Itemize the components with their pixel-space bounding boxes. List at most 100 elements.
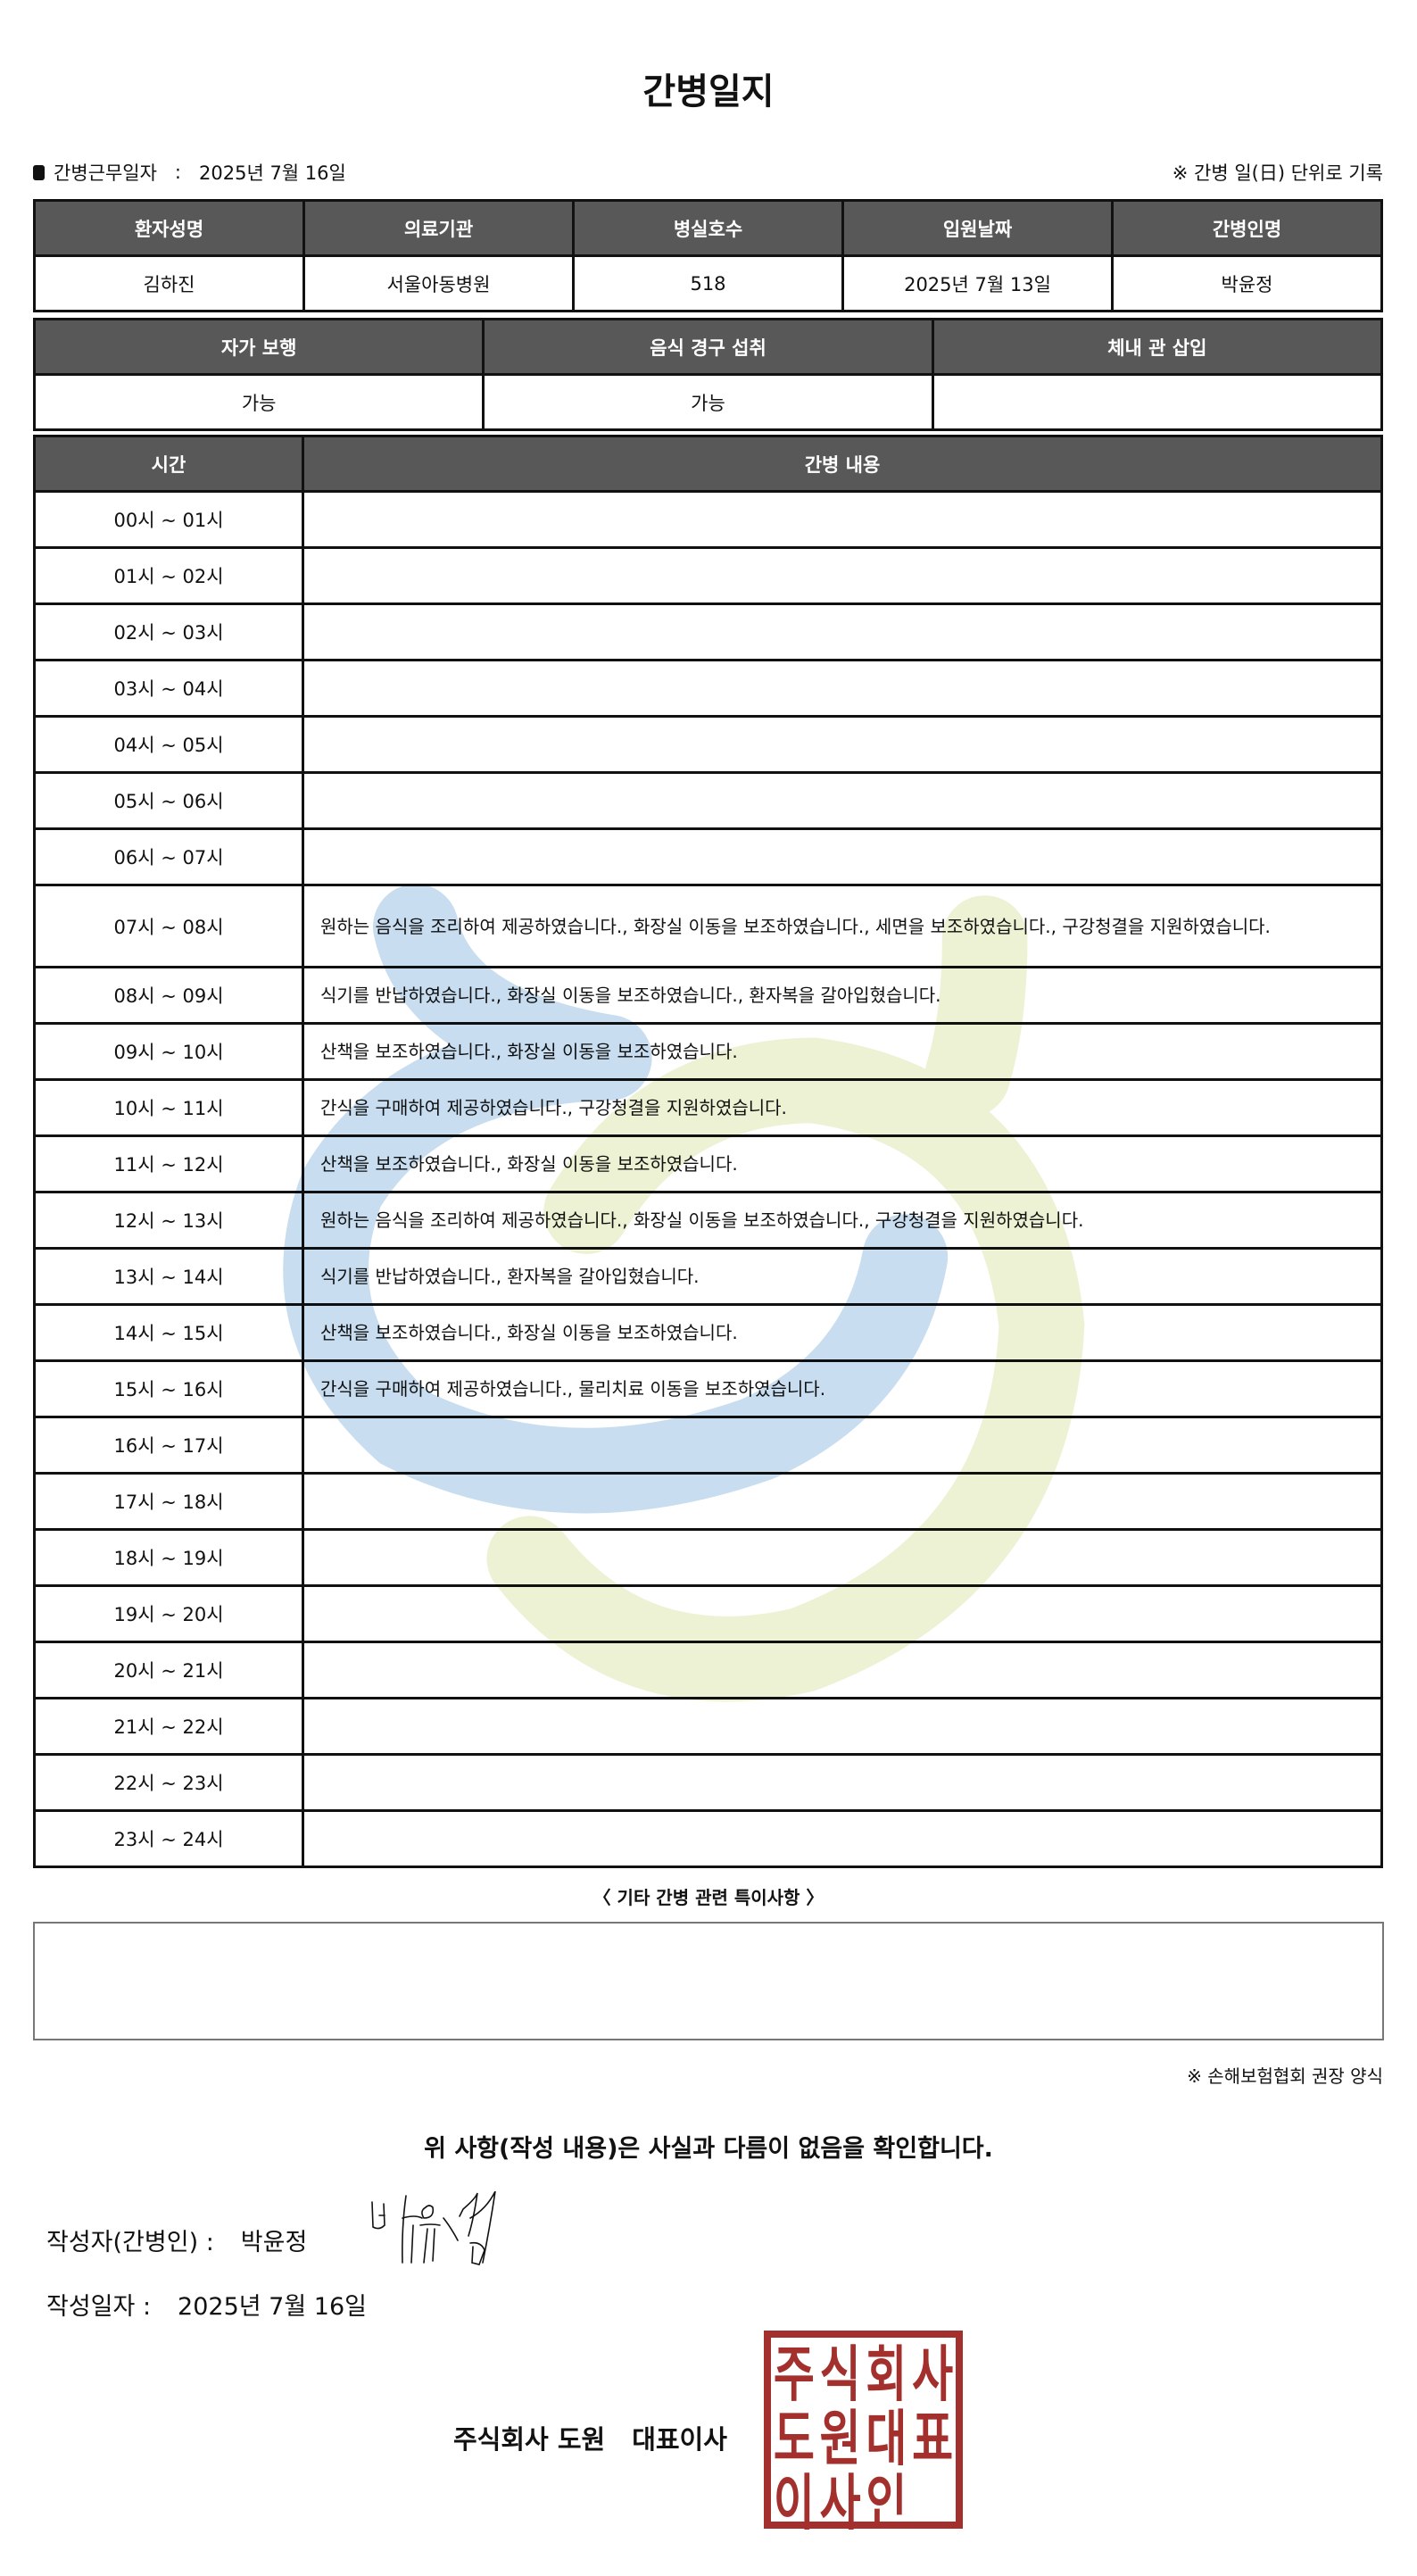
table-row: 가능 가능 <box>32 373 1384 431</box>
care-content <box>302 1416 1383 1475</box>
table-row: 12시 ~ 13시 원하는 음식을 조리하여 제공하였습니다., 화장실 이동을 … <box>33 1191 1383 1250</box>
care-content <box>302 546 1383 605</box>
room-number: 518 <box>572 254 844 312</box>
time-slot: 22시 ~ 23시 <box>33 1753 304 1812</box>
table-row: 19시 ~ 20시 <box>33 1584 1383 1643</box>
record-unit-note: ※ 간병 일(日) 단위로 기록 <box>1172 162 1383 184</box>
table-row: 08시 ~ 09시 식기를 반납하였습니다., 화장실 이동을 보조하였습니다.,… <box>33 966 1383 1025</box>
table-row: 10시 ~ 11시 간식을 구매하여 제공하였습니다., 구강청결을 지원하였습니… <box>33 1078 1383 1137</box>
header-self-walking: 자가 보행 <box>32 318 485 376</box>
time-slot: 03시 ~ 04시 <box>33 659 304 718</box>
care-content <box>302 1697 1383 1756</box>
stamp-character: 식 <box>819 2339 861 2410</box>
care-content <box>302 1753 1383 1812</box>
time-slot: 10시 ~ 11시 <box>33 1078 304 1137</box>
time-slot: 07시 ~ 08시 <box>33 884 304 968</box>
written-date-value: 2025년 7월 16일 <box>178 2293 367 2321</box>
written-date-label: 작성일자 : <box>46 2293 152 2321</box>
care-content: 간식을 구매하여 제공하였습니다., 구강청결을 지원하였습니다. <box>302 1078 1383 1137</box>
care-content <box>302 715 1383 774</box>
work-date-value: 2025년 7월 16일 <box>199 162 346 184</box>
care-content <box>302 602 1383 661</box>
stamp-character: 사 <box>912 2339 954 2410</box>
care-content: 산책을 보조하였습니다., 화장실 이동을 보조하였습니다. <box>302 1303 1383 1362</box>
time-slot: 09시 ~ 10시 <box>33 1022 304 1081</box>
table-row: 03시 ~ 04시 <box>33 659 1383 718</box>
table-row: 17시 ~ 18시 <box>33 1472 1383 1531</box>
stamp-character: 주 <box>773 2339 815 2410</box>
care-content <box>302 659 1383 718</box>
time-slot: 15시 ~ 16시 <box>33 1359 304 1418</box>
stamp-character: 사 <box>819 2468 861 2539</box>
table-row: 20시 ~ 21시 <box>33 1641 1383 1699</box>
patient-name: 김하진 <box>33 254 305 312</box>
time-slot: 01시 ~ 02시 <box>33 546 304 605</box>
care-content <box>302 1528 1383 1587</box>
care-content <box>302 827 1383 886</box>
table-row: 11시 ~ 12시 산책을 보조하였습니다., 화장실 이동을 보조하였습니다. <box>33 1134 1383 1193</box>
table-header-row: 환자성명 의료기관 병실호수 입원날짜 간병인명 <box>33 199 1383 257</box>
care-content <box>302 490 1383 549</box>
table-row: 07시 ~ 08시 원하는 음식을 조리하여 제공하였습니다., 화장실 이동을 … <box>33 884 1383 968</box>
stamp-character <box>909 2455 956 2541</box>
time-slot: 00시 ~ 01시 <box>33 490 304 549</box>
table-row: 18시 ~ 19시 <box>33 1528 1383 1587</box>
table-row: 21시 ~ 22시 <box>33 1697 1383 1756</box>
self-walking: 가능 <box>32 373 485 431</box>
table-row: 00시 ~ 01시 <box>33 490 1383 549</box>
header-patient-name: 환자성명 <box>33 199 305 257</box>
care-content: 원하는 음식을 조리하여 제공하였습니다., 화장실 이동을 보조하였습니다.,… <box>302 1191 1383 1250</box>
table-row: 04시 ~ 05시 <box>33 715 1383 774</box>
time-slot: 04시 ~ 05시 <box>33 715 304 774</box>
patient-info-table: 환자성명 의료기관 병실호수 입원날짜 간병인명 김하진 서울아동병원 518 … <box>33 199 1383 312</box>
stamp-character: 표 <box>912 2404 954 2474</box>
ceo-title: 대표이사 <box>632 2424 727 2455</box>
separator: : <box>174 162 181 183</box>
table-row: 23시 ~ 24시 <box>33 1809 1383 1868</box>
confirmation-statement: 위 사항(작성 내용)은 사실과 다름이 없음을 확인합니다. <box>424 2135 993 2163</box>
table-row: 김하진 서울아동병원 518 2025년 7월 13일 박윤정 <box>33 254 1383 312</box>
table-row: 14시 ~ 15시 산책을 보조하였습니다., 화장실 이동을 보조하였습니다. <box>33 1303 1383 1362</box>
hospital: 서울아동병원 <box>302 254 575 312</box>
stamp-character: 도 <box>773 2404 815 2474</box>
company-name: 주식회사 도원 <box>453 2424 606 2455</box>
tube-insertion <box>931 373 1384 431</box>
oral-intake: 가능 <box>482 373 934 431</box>
page-title: 간병일지 <box>642 71 775 112</box>
table-row: 16시 ~ 17시 <box>33 1416 1383 1475</box>
writer-name: 박윤정 <box>240 2229 308 2256</box>
stamp-character: 대 <box>866 2404 907 2474</box>
header-room: 병실호수 <box>572 199 844 257</box>
written-date-line: 작성일자 : 2025년 7월 16일 <box>46 2287 367 2322</box>
signature-image <box>371 2191 496 2265</box>
bullet-icon <box>33 164 45 180</box>
time-slot: 19시 ~ 20시 <box>33 1584 304 1643</box>
table-row: 01시 ~ 02시 <box>33 546 1383 605</box>
work-date-line: 간병근무일자 : 2025년 7월 16일 <box>33 159 346 186</box>
table-row: 05시 ~ 06시 <box>33 771 1383 830</box>
time-slot: 11시 ~ 12시 <box>33 1134 304 1193</box>
care-content <box>302 1641 1383 1699</box>
form-source-note: ※ 손해보험협회 권장 양식 <box>1187 2065 1383 2087</box>
time-slot: 13시 ~ 14시 <box>33 1247 304 1306</box>
care-content <box>302 1809 1383 1868</box>
writer-line: 작성자(간병인) : 박윤정 <box>46 2223 307 2257</box>
care-content: 산책을 보조하였습니다., 화장실 이동을 보조하였습니다. <box>302 1134 1383 1193</box>
header-hospital: 의료기관 <box>302 199 575 257</box>
care-content <box>302 1584 1383 1643</box>
stamp-character: 이 <box>773 2468 815 2539</box>
header-care-content: 간병 내용 <box>302 435 1383 493</box>
care-content: 식기를 반납하였습니다., 화장실 이동을 보조하였습니다., 환자복을 갈아입… <box>302 966 1383 1025</box>
table-row: 09시 ~ 10시 산책을 보조하였습니다., 화장실 이동을 보조하였습니다. <box>33 1022 1383 1081</box>
care-content: 식기를 반납하였습니다., 환자복을 갈아입혔습니다. <box>302 1247 1383 1306</box>
header-tube-insertion: 체내 관 삽입 <box>931 318 1384 376</box>
table-header-row: 자가 보행 음식 경구 섭취 체내 관 삽입 <box>32 318 1384 376</box>
care-content <box>302 771 1383 830</box>
header-time: 시간 <box>33 435 304 493</box>
table-row: 13시 ~ 14시 식기를 반납하였습니다., 환자복을 갈아입혔습니다. <box>33 1247 1383 1306</box>
time-slot: 16시 ~ 17시 <box>33 1416 304 1475</box>
time-slot: 23시 ~ 24시 <box>33 1809 304 1868</box>
care-content <box>302 1472 1383 1531</box>
time-slot: 05시 ~ 06시 <box>33 771 304 830</box>
table-row: 22시 ~ 23시 <box>33 1753 1383 1812</box>
